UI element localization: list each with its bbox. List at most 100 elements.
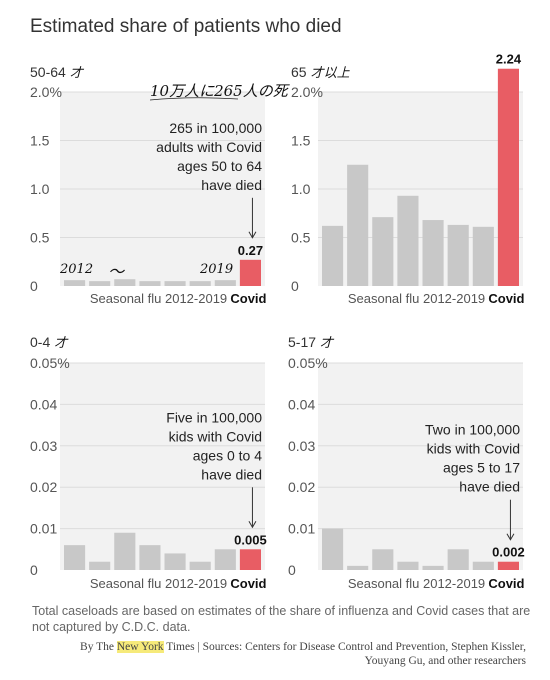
annotation-line: 265 in 100,000 (169, 120, 262, 136)
credit-by: By The (80, 641, 114, 653)
covid-bar (239, 549, 261, 570)
panel-background (60, 363, 265, 570)
credit-line: By The New York Times | Sources: Centers… (26, 640, 526, 668)
annotation-line: have died (201, 177, 262, 193)
y-tick-label: 0.04 (288, 396, 315, 412)
y-tick-label: 0 (30, 562, 38, 578)
covid-value-label: 0.002 (492, 545, 525, 560)
annotation-line: ages 5 to 17 (443, 460, 520, 476)
y-tick-label: 1.5 (30, 133, 50, 149)
y-tick-label: 0.5 (291, 230, 311, 246)
x-label-covid: Covid (488, 576, 524, 591)
flu-bar (64, 545, 86, 570)
flu-bar (447, 224, 469, 286)
annotation-line: kids with Covid (169, 428, 262, 444)
annotation-line: Five in 100,000 (166, 409, 262, 425)
covid-bar (239, 259, 261, 286)
panel-group-label-handwritten: 才 (70, 66, 85, 81)
annotation-line: have died (459, 479, 520, 495)
annotation-line: ages 50 to 64 (177, 158, 262, 174)
credit-brand: New York (116, 641, 164, 653)
annotation-arrow-head (248, 231, 257, 239)
annotation-arrow-head (506, 533, 515, 541)
y-tick-label: 2.0% (291, 84, 323, 100)
credit-sources: Times | Sources: Centers for Disease Con… (166, 641, 526, 653)
x-label-seasonal-flu: Seasonal flu 2012-2019 (90, 291, 227, 306)
y-tick-label: 0.03 (30, 438, 57, 454)
flu-bar (347, 164, 369, 286)
flu-bar (372, 549, 394, 570)
covid-value-label: 0.005 (234, 532, 267, 547)
y-tick-label: 0.5 (30, 230, 50, 246)
handwritten-underline (149, 97, 239, 101)
y-tick-label: 0.01 (30, 521, 57, 537)
x-label-covid: Covid (488, 291, 524, 306)
covid-value-label: 2.24 (496, 52, 522, 67)
y-tick-label: 0.01 (288, 521, 315, 537)
panel-group-label: 5-17 (288, 334, 316, 350)
covid-value-label: 0.27 (238, 243, 263, 258)
flu-bar (164, 553, 186, 570)
flu-bar (422, 220, 444, 286)
panel-group-label-handwritten: 才 (320, 336, 335, 351)
covid-bar (497, 68, 519, 286)
y-tick-label: 1.0 (30, 181, 50, 197)
flu-bar (139, 281, 161, 286)
panel-group-label: 50-64 (30, 64, 66, 80)
y-tick-label: 0.02 (30, 479, 57, 495)
y-tick-label: 1.5 (291, 133, 311, 149)
panel-background (318, 363, 523, 570)
x-label-seasonal-flu: Seasonal flu 2012-2019 (90, 576, 227, 591)
annotation-arrow-head (248, 521, 257, 529)
annotation-line: ages 0 to 4 (193, 447, 262, 463)
handwritten-year-start: 2012 (60, 262, 94, 277)
y-tick-label: 0 (288, 562, 296, 578)
x-label-seasonal-flu: Seasonal flu 2012-2019 (348, 576, 485, 591)
annotation-line: adults with Covid (156, 139, 262, 155)
flu-bar (322, 225, 344, 286)
flu-bar (472, 561, 494, 570)
flu-bar (164, 281, 186, 286)
y-tick-label: 0 (30, 278, 38, 294)
panel-group-label: 65 (291, 64, 307, 80)
charts-canvas: 50-64 才 2.0% 1.5 1.0 0.5 0 0.27 265 in 100,000 ad… (30, 52, 525, 591)
annotation-line: have died (201, 466, 262, 482)
flu-bar (189, 561, 211, 570)
flu-bar (447, 549, 469, 570)
flu-bar (64, 280, 86, 286)
y-tick-label: 0.05% (30, 355, 70, 371)
y-tick-label: 2.0% (30, 84, 62, 100)
flu-bar (214, 280, 236, 286)
annotation-line: kids with Covid (427, 441, 520, 457)
flu-bar (347, 565, 369, 570)
chart-title: Estimated share of patients who died (30, 16, 342, 37)
footnote: Total caseloads are based on estimates o… (32, 604, 531, 634)
flu-bar (89, 281, 111, 286)
flu-bar (89, 561, 111, 570)
panel-group-label-handwritten: 才 (54, 336, 69, 351)
panel-group-label: 0-4 (30, 334, 50, 350)
flu-bar (322, 528, 344, 570)
covid-bar (497, 561, 519, 570)
y-tick-label: 0.05% (288, 355, 328, 371)
flu-bar (139, 545, 161, 570)
x-label-covid: Covid (230, 576, 266, 591)
flu-bar (372, 217, 394, 286)
handwritten-year-end: 2019 (200, 262, 234, 277)
y-tick-label: 1.0 (291, 181, 311, 197)
y-tick-label: 0.03 (288, 438, 315, 454)
flu-bar (397, 561, 419, 570)
flu-bar (189, 281, 211, 286)
x-label-seasonal-flu: Seasonal flu 2012-2019 (348, 291, 485, 306)
panel-group-label-handwritten: 才以上 (311, 66, 351, 81)
y-tick-label: 0.04 (30, 396, 57, 412)
y-tick-label: 0.02 (288, 479, 315, 495)
flu-bar (472, 226, 494, 286)
y-tick-label: 0 (291, 278, 299, 294)
flu-bar (114, 532, 136, 570)
handwritten-note: 10万人に265人の死 (150, 82, 288, 100)
flu-bar (214, 549, 236, 570)
flu-bar (114, 279, 136, 286)
flu-bar (422, 565, 444, 570)
credit-sources-line2: Youyang Gu, and other researchers (364, 655, 526, 667)
